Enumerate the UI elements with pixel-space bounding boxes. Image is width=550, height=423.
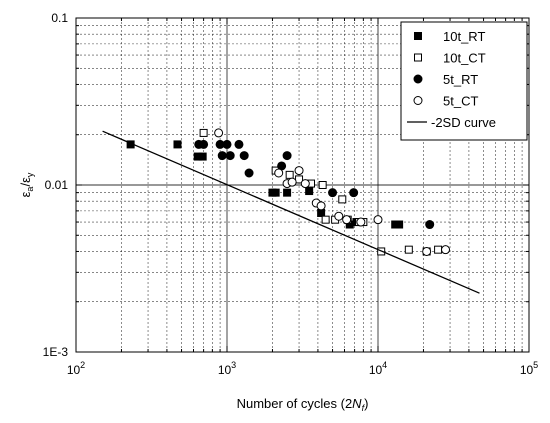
data-point-10t-rt [271, 188, 280, 197]
data-point-5t-ct [294, 166, 304, 176]
data-point-5t-ct [214, 128, 224, 138]
legend-label-5t-rt: 5t_RT [443, 72, 478, 87]
x-tick-label-exponent: 5 [533, 360, 538, 370]
y-axis-title-sep: /ε [18, 177, 33, 187]
y-axis-title: εa/εy [18, 172, 35, 197]
legend-label-10t-ct: 10t_CT [443, 51, 486, 66]
data-point-5t-ct [334, 211, 344, 221]
data-point-5t-rt [239, 151, 249, 161]
data-point-10t-rt [283, 188, 292, 197]
data-point-5t-rt [234, 139, 244, 149]
series-2sd-curve [102, 130, 480, 294]
data-point-10t-ct [434, 245, 443, 254]
legend-swatch-5t-rt [413, 74, 423, 84]
legend-label-10t-rt: 10t_RT [443, 29, 485, 44]
legend: 10t_RT 10t_CT 5t_RT 5t_CT -2SD curve [400, 21, 528, 141]
data-point-10t-ct [404, 245, 413, 254]
legend-item-5t-ct: 5t_CT [413, 94, 478, 109]
y-axis-title-main-sub: a [25, 187, 35, 192]
x-tick-label-base: 10 [369, 363, 383, 377]
axis-ticks [75, 17, 530, 353]
legend-swatch-10t-ct [414, 53, 422, 62]
data-point-5t-rt [425, 220, 435, 230]
x-tick-label-exponent: 3 [231, 360, 236, 370]
y-tick-label: 0.01 [45, 178, 69, 192]
x-axis-title: Number of cycles (2Nf) [237, 396, 369, 413]
x-axis-title-sub: f [362, 403, 366, 413]
data-point-5t-ct [300, 179, 310, 189]
series-5t-rt [194, 139, 435, 230]
x-tick-label-exponent: 4 [382, 360, 387, 370]
x-axis-title-text: Number of cycles (2 [237, 396, 353, 411]
y-axis-title-den-sub: y [25, 172, 35, 177]
legend-label-2sd-curve: -2SD curve [431, 115, 496, 130]
legend-item-5t-rt: 5t_RT [413, 72, 478, 87]
data-point-5t-ct [287, 177, 297, 187]
legend-item-10t-ct: 10t_CT [414, 51, 486, 66]
data-point-10t-rt [173, 140, 182, 149]
legend-swatch-10t-rt [414, 32, 422, 40]
y-tick-label: 1E-3 [43, 345, 69, 359]
x-axis-title-close: ) [364, 396, 368, 411]
legend-swatch-5t-ct [413, 96, 423, 105]
data-point-5t-ct [356, 217, 366, 227]
data-series [102, 128, 480, 294]
data-point-5t-rt [199, 139, 209, 149]
data-point-5t-rt [282, 151, 292, 161]
series-5t-ct [214, 128, 451, 256]
data-point-5t-rt [225, 151, 235, 161]
data-point-5t-ct [274, 168, 284, 178]
data-point-10t-rt [395, 220, 404, 229]
legend-label-5t-ct: 5t_CT [443, 94, 478, 109]
data-point-10t-ct [199, 128, 208, 137]
data-point-5t-ct [441, 245, 451, 255]
data-point-10t-rt [317, 208, 326, 217]
y-axis-title-main: ε [18, 191, 33, 197]
x-tick-label: 102 [67, 360, 85, 377]
data-point-5t-ct [373, 215, 383, 225]
data-point-5t-rt [217, 151, 227, 161]
x-tick-label: 105 [520, 360, 538, 377]
x-tick-label: 103 [218, 360, 236, 377]
x-tick-label-base: 10 [520, 363, 534, 377]
data-point-5t-rt [328, 188, 338, 198]
data-point-5t-ct [422, 246, 432, 256]
legend-item-2sd-curve: -2SD curve [407, 115, 496, 130]
data-point-10t-ct [338, 195, 347, 204]
x-tick-label: 104 [369, 360, 387, 377]
series-line-2sd-curve [102, 130, 480, 294]
data-point-10t-ct [318, 181, 327, 189]
data-point-10t-rt [305, 187, 314, 196]
legend-item-10t-rt: 10t_RT [414, 29, 485, 44]
x-tick-label-base: 10 [218, 363, 232, 377]
y-tick-label: 0.1 [51, 11, 68, 25]
data-point-5t-ct [316, 201, 326, 211]
data-point-5t-ct [342, 215, 352, 225]
series-10t-rt [126, 140, 404, 229]
x-tick-label-exponent: 2 [80, 360, 85, 370]
data-point-5t-rt [349, 188, 359, 198]
x-tick-label-base: 10 [67, 363, 81, 377]
data-point-5t-rt [244, 168, 254, 178]
data-point-10t-ct [285, 170, 294, 179]
data-point-10t-ct [321, 215, 330, 224]
data-point-10t-rt [198, 152, 207, 161]
data-point-5t-rt [222, 139, 232, 149]
x-axis-title-italic: N [352, 396, 362, 411]
